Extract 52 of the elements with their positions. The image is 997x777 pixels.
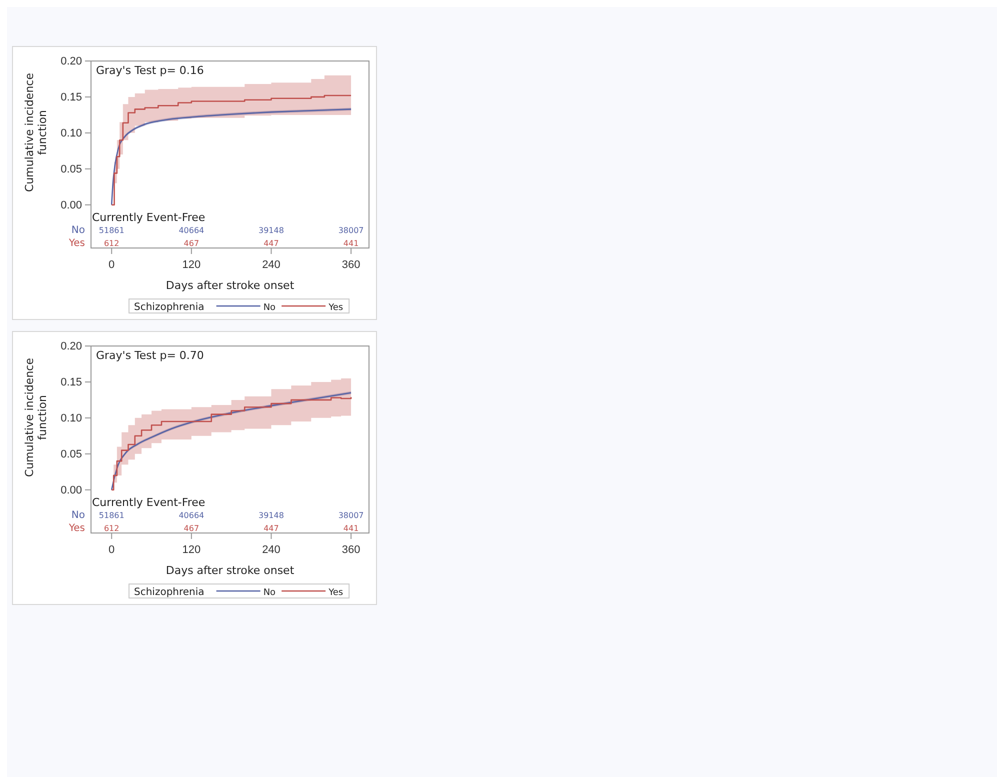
y-tick-label: 0.10: [60, 127, 82, 140]
annotation: 51861: [98, 226, 124, 235]
annotation: 38007: [338, 226, 364, 235]
text: No: [71, 510, 85, 521]
text: No: [71, 225, 85, 236]
y-tick-label: 0.15: [60, 376, 82, 388]
annotation: 441: [343, 239, 359, 248]
annotation: 40664: [178, 226, 204, 235]
legend-label: Yes: [328, 588, 344, 598]
annotation: 612: [104, 239, 120, 248]
x-axis-title: Days after stroke onset: [166, 279, 295, 292]
annotation: Gray's Test p= 0.16: [96, 64, 204, 77]
annotation: 447: [264, 524, 279, 533]
annotation: 40664: [178, 511, 204, 520]
y-axis-title: Cumulative incidence function: [23, 358, 50, 477]
legend-label: No: [263, 588, 276, 598]
annotation: 39148: [258, 511, 284, 520]
annotation: 38007: [338, 511, 364, 520]
x-tick-label: 360: [342, 259, 360, 271]
x-tick-label: 0: [108, 259, 115, 271]
annotation: 51861: [98, 511, 124, 520]
annotation: 441: [343, 524, 359, 533]
x-tick-label: 120: [182, 259, 201, 271]
annotation: Gray's Test p= 0.70: [96, 349, 204, 362]
x-tick-label: 240: [262, 259, 280, 271]
y-tick-label: 0.05: [60, 163, 82, 176]
x-tick-label: 360: [342, 544, 360, 556]
text: Yes: [68, 523, 85, 534]
annotation: 467: [184, 239, 200, 248]
annotation: Currently Event-Free: [92, 211, 206, 224]
y-tick-label: 0.00: [60, 199, 82, 212]
annotation: 467: [184, 524, 200, 533]
y-tick-label: 0.00: [60, 484, 82, 496]
y-tick-label: 0.15: [60, 91, 82, 104]
legend-title: Schizophrenia: [134, 302, 204, 313]
annotation: 447: [264, 239, 279, 248]
y-axis-title: Cumulative incidence function: [23, 72, 50, 192]
text: Yes: [68, 238, 85, 249]
y-tick-label: 0.20: [60, 56, 82, 68]
y-tick-label: 0.20: [60, 340, 82, 353]
x-tick-label: 240: [262, 544, 280, 556]
annotation: Currently Event-Free: [92, 496, 206, 509]
x-axis-title: Days after stroke onset: [166, 564, 295, 577]
y-tick-label: 0.10: [60, 412, 82, 424]
x-tick-label: 120: [182, 544, 201, 556]
legend-label: No: [263, 303, 276, 313]
x-tick-label: 0: [108, 544, 115, 556]
legend-label: Yes: [328, 303, 344, 313]
annotation: 612: [104, 524, 120, 533]
y-tick-label: 0.05: [60, 448, 82, 460]
annotation: 39148: [258, 226, 284, 235]
legend-title: Schizophrenia: [134, 587, 204, 598]
